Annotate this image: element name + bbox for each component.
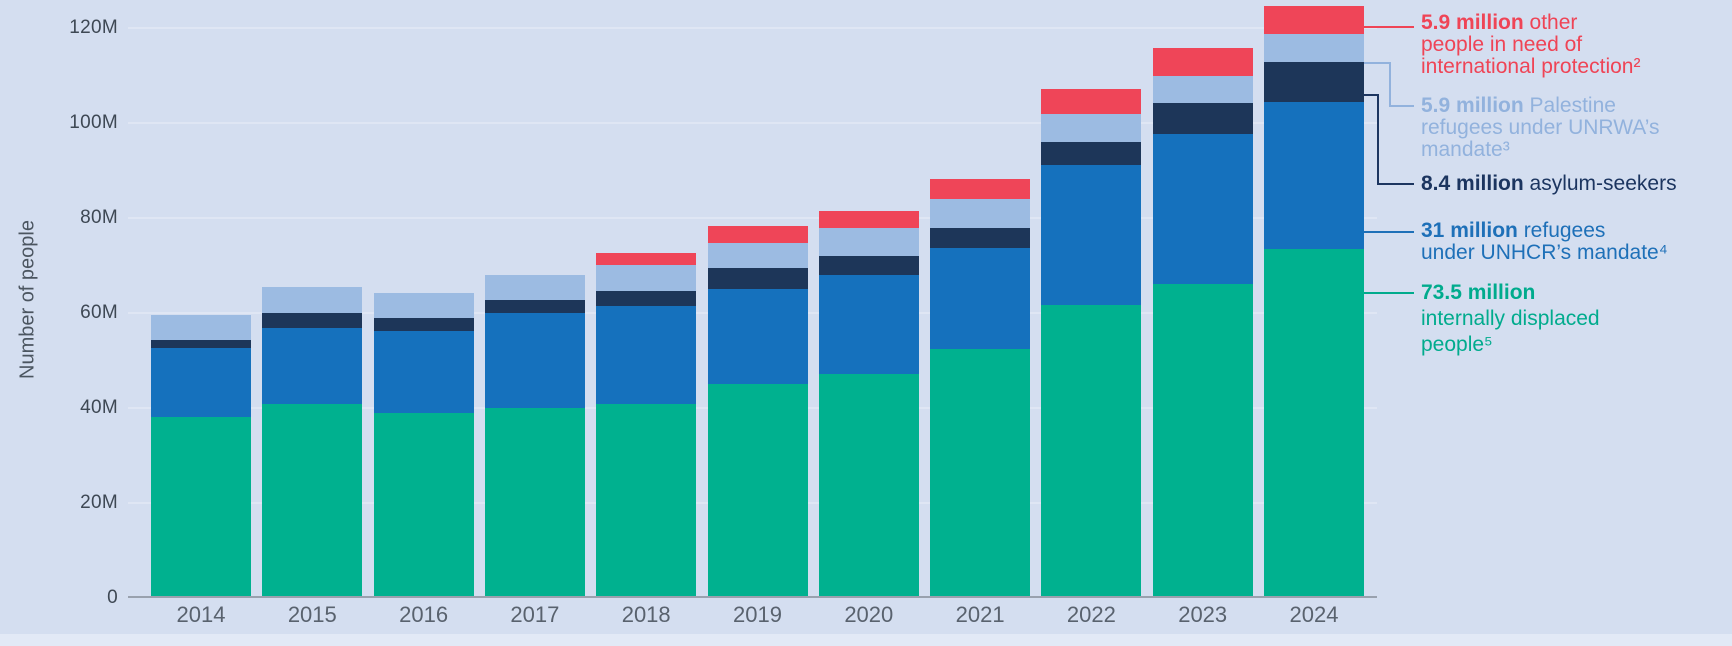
gridline-80M [128, 217, 1377, 219]
bar-2019-palestine-refugees-under-unrwa-s-mandate [707, 243, 808, 268]
y-tick-60M: 60M [80, 302, 118, 323]
y-tick-40M: 40M [80, 397, 118, 418]
bar-2017-internally-displaced-people [484, 408, 585, 598]
y-tick-120M: 120M [69, 17, 118, 38]
bar-2020-other-people-in-need-of-international-protection [818, 210, 919, 228]
x-tick-2022: 2022 [1066, 602, 1116, 627]
bar-2019-other-people-in-need-of-international-protection [707, 226, 808, 244]
bar-2017-asylum-seekers [484, 299, 585, 313]
gridline-120M [128, 27, 1377, 29]
bar-2023-palestine-refugees-under-unrwa-s-mandate [1152, 75, 1253, 104]
bar-2015-asylum-seekers [262, 312, 363, 328]
y-tick-80M: 80M [80, 207, 118, 228]
footer-strip [0, 634, 1732, 646]
x-axis-line [128, 596, 1377, 598]
bar-2018-other-people-in-need-of-international-protection [596, 253, 697, 266]
bar-2021-refugees-under-unhcr-s-mandate [930, 247, 1031, 350]
bar-2016-refugees-under-unhcr-s-mandate [373, 331, 474, 413]
bar-2018-internally-displaced-people [596, 404, 697, 598]
bar-2024-palestine-refugees-under-unrwa-s-mandate [1264, 33, 1364, 62]
bar-2016-asylum-seekers [373, 317, 474, 332]
bar-2014-asylum-seekers [151, 339, 251, 349]
y-tick-20M: 20M [80, 492, 118, 513]
bar-2023-asylum-seekers [1152, 103, 1253, 134]
bar-2016-palestine-refugees-under-unrwa-s-mandate [373, 292, 474, 318]
bar-2019-asylum-seekers [707, 267, 808, 290]
bar-2020-internally-displaced-people [818, 373, 919, 598]
x-tick-2021: 2021 [955, 602, 1005, 627]
bar-2015-internally-displaced-people [262, 404, 363, 598]
bar-2018-refugees-under-unhcr-s-mandate [596, 305, 697, 405]
bar-2017-refugees-under-unhcr-s-mandate [484, 313, 585, 408]
x-tick-2020: 2020 [844, 602, 894, 627]
legend-item-asylum-seekers: 8.4 million asylum-seekers [1421, 172, 1677, 195]
bar-2021-palestine-refugees-under-unrwa-s-mandate [930, 199, 1031, 228]
bar-2021-asylum-seekers [930, 227, 1031, 248]
bar-2022-refugees-under-unhcr-s-mandate [1041, 164, 1142, 305]
bar-2022-asylum-seekers [1041, 142, 1142, 165]
bar-2022-palestine-refugees-under-unrwa-s-mandate [1041, 113, 1142, 142]
x-tick-2016: 2016 [399, 602, 449, 627]
gridline-100M [128, 122, 1377, 124]
x-tick-2024: 2024 [1289, 602, 1339, 627]
bar-2014-internally-displaced-people [151, 416, 251, 598]
y-tick-100M: 100M [69, 112, 118, 133]
y-axis-title: Number of people [16, 220, 39, 379]
bar-2022-other-people-in-need-of-international-protection [1041, 88, 1142, 114]
x-tick-2014: 2014 [176, 602, 226, 627]
bar-2020-asylum-seekers [818, 256, 919, 275]
connector-asylum-seekers [1364, 94, 1414, 185]
bar-2019-refugees-under-unhcr-s-mandate [707, 289, 808, 385]
bar-2023-other-people-in-need-of-international-protection [1152, 47, 1253, 76]
x-tick-2017: 2017 [510, 602, 560, 627]
bar-2022-internally-displaced-people [1041, 304, 1142, 598]
bar-2018-palestine-refugees-under-unrwa-s-mandate [596, 265, 697, 291]
bar-2023-refugees-under-unhcr-s-mandate [1152, 133, 1253, 285]
legend-item-palestine-refugees-under-unrwa-s-mandate: 5.9 million Palestine refugees under UNRW… [1421, 94, 1660, 161]
bar-2014-refugees-under-unhcr-s-mandate [151, 348, 251, 417]
bar-2024-internally-displaced-people [1264, 248, 1364, 598]
bar-2019-internally-displaced-people [707, 384, 808, 598]
bar-2020-palestine-refugees-under-unrwa-s-mandate [818, 227, 919, 256]
legend-item-refugees-under-unhcr-s-mandate: 31 million refugees under UNHCR’s mandate… [1421, 219, 1668, 264]
bar-2021-internally-displaced-people [930, 349, 1031, 598]
bar-2024-refugees-under-unhcr-s-mandate [1264, 101, 1364, 249]
bar-2015-palestine-refugees-under-unrwa-s-mandate [262, 287, 363, 313]
bar-2014-palestine-refugees-under-unrwa-s-mandate [151, 314, 251, 340]
bar-2020-refugees-under-unhcr-s-mandate [818, 275, 919, 374]
x-tick-2023: 2023 [1178, 602, 1228, 627]
bar-2016-internally-displaced-people [373, 412, 474, 598]
y-tick-0: 0 [107, 587, 118, 608]
x-tick-2018: 2018 [621, 602, 671, 627]
bar-2018-asylum-seekers [596, 290, 697, 306]
x-tick-2015: 2015 [287, 602, 337, 627]
bar-2017-palestine-refugees-under-unrwa-s-mandate [484, 274, 585, 300]
bar-2023-internally-displaced-people [1152, 284, 1253, 598]
bar-2024-asylum-seekers [1264, 61, 1364, 102]
legend-item-other-people-in-need-of-international-protection: 5.9 million other people in need of intern… [1421, 11, 1641, 78]
bar-2024-other-people-in-need-of-international-protection [1264, 5, 1364, 34]
connector-palestine-refugees-under-unrwa-s-mandate [1364, 62, 1414, 107]
bar-2015-refugees-under-unhcr-s-mandate [262, 327, 363, 405]
bar-2021-other-people-in-need-of-international-protection [930, 179, 1031, 199]
legend-item-internally-displaced-people: 73.5 million internally displaced people⁵ [1421, 281, 1600, 356]
x-tick-2019: 2019 [733, 602, 782, 627]
